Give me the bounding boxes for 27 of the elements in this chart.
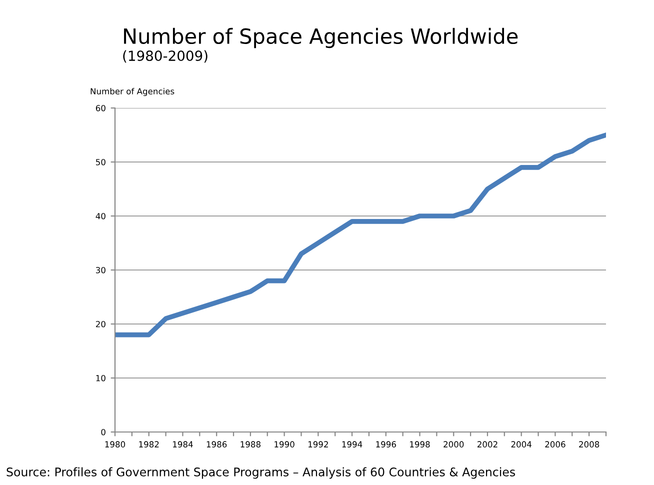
x-tick-label: 1996 — [376, 441, 396, 448]
y-tick-label: 20 — [96, 320, 106, 328]
x-tick-label: 1980 — [105, 441, 126, 448]
chart-title: Number of Space Agencies Worldwide — [124, 28, 518, 48]
y-tick-label: 60 — [96, 104, 106, 112]
chart-subtitle: (1980-2009) — [123, 50, 208, 63]
x-tick-label: 2002 — [477, 441, 498, 448]
x-tick-label: 1984 — [173, 441, 193, 448]
x-tick-label: 2008 — [579, 441, 600, 448]
y-tick-label: 10 — [96, 374, 106, 382]
x-tick-label: 2000 — [444, 441, 464, 448]
x-tick-label: 1988 — [240, 441, 260, 448]
x-tick-label: 1986 — [206, 441, 227, 448]
source-note: Source: Profiles of Government Space Programs – Analysis of 60 Countries & Agencies — [6, 467, 516, 479]
y-tick-label: 40 — [96, 212, 106, 220]
x-tick-label: 1990 — [274, 441, 294, 448]
y-tick-label: 30 — [96, 266, 106, 274]
x-tick-label: 1982 — [139, 441, 159, 448]
x-tick-label: 1998 — [410, 441, 430, 448]
x-tick-label: 1994 — [342, 441, 362, 448]
y-tick-label: 0 — [101, 428, 106, 436]
x-tick-label: 1992 — [308, 441, 328, 448]
y-axis-title: Number of Agencies — [90, 88, 174, 96]
y-tick-label: 50 — [96, 158, 106, 166]
line-series — [115, 132, 606, 338]
x-tick-label: 2004 — [511, 441, 532, 448]
x-tick-label: 2006 — [545, 441, 566, 448]
